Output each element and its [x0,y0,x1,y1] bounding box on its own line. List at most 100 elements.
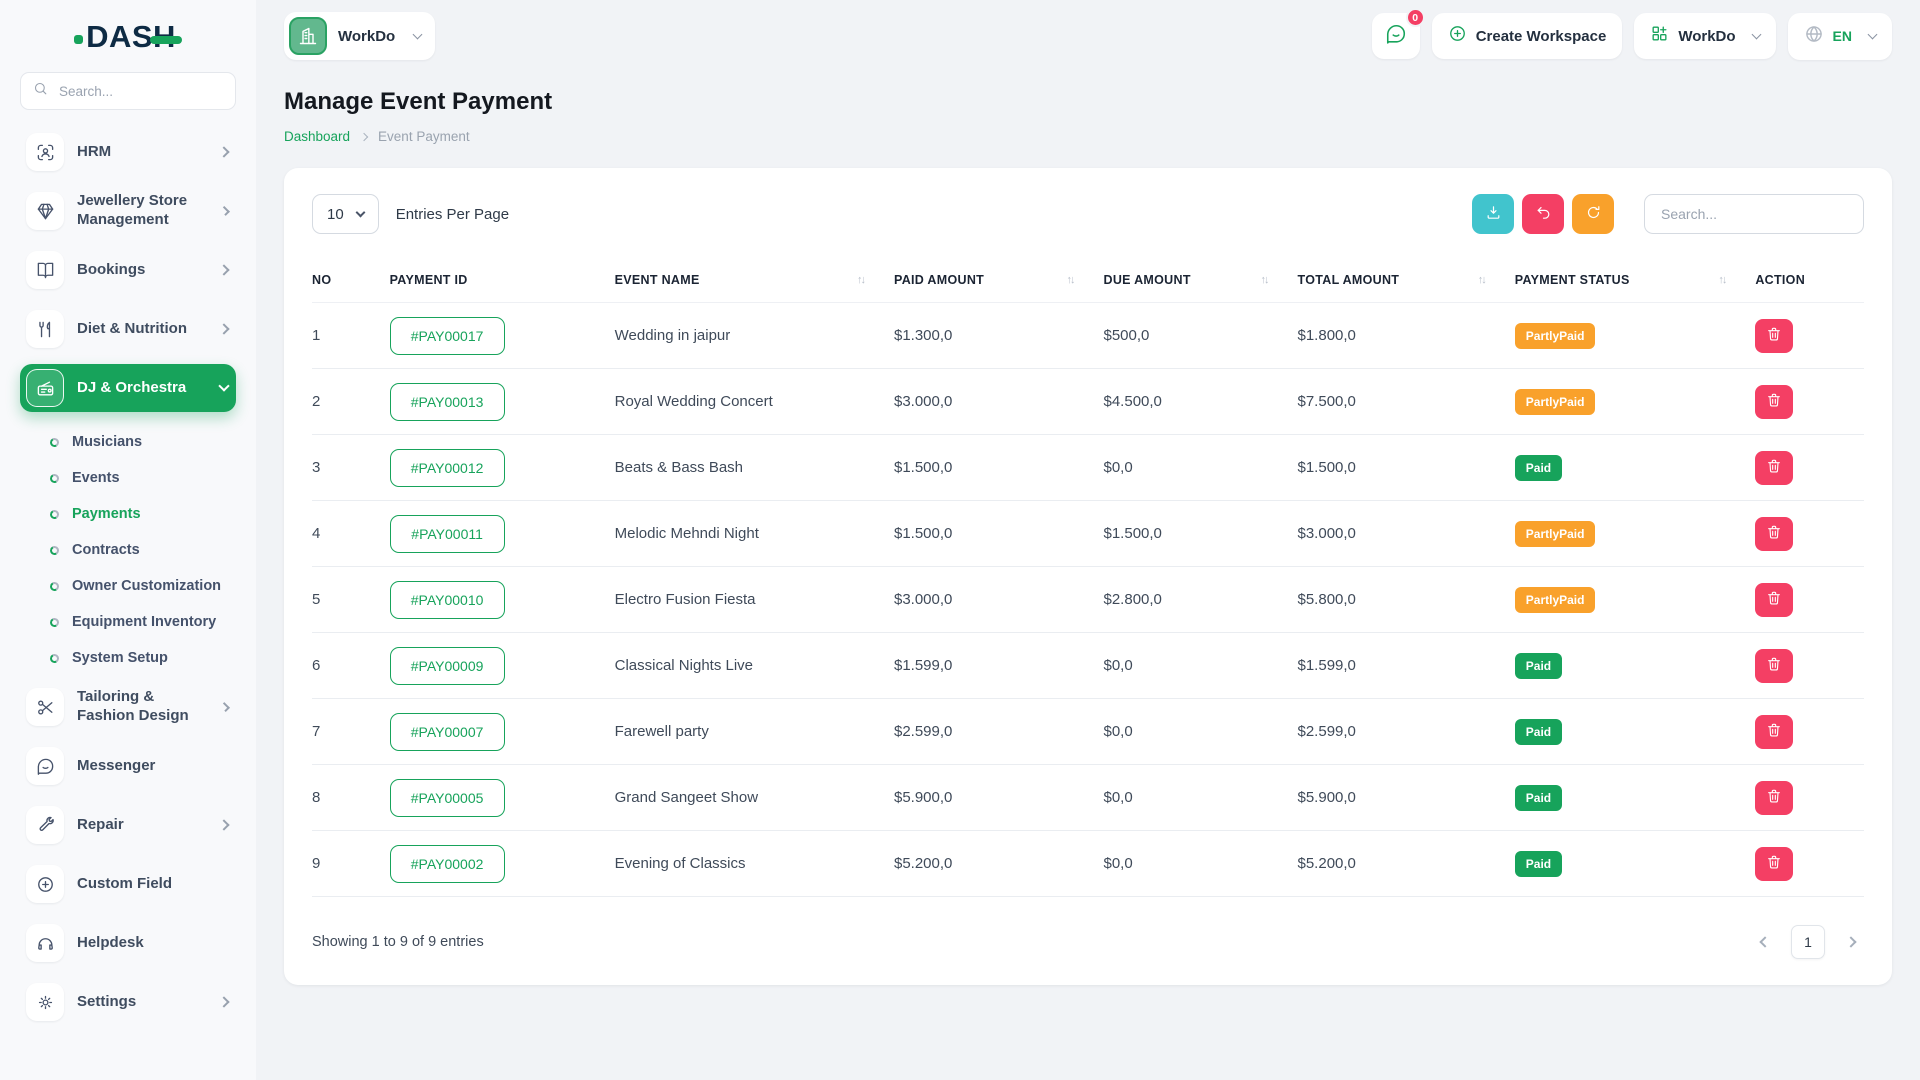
cell-no: 9 [312,831,390,897]
sidebar-item-settings[interactable]: Settings [20,978,236,1026]
trash-icon [1766,524,1782,543]
sort-icon[interactable]: ↑↓ [1067,274,1074,286]
next-page-button[interactable] [1838,927,1864,957]
sidebar-subitem-system-setup[interactable]: System Setup [44,640,236,676]
payment-id-badge[interactable]: #PAY00009 [390,647,505,685]
sidebar-item-dj-orchestra[interactable]: DJ & Orchestra [20,364,236,412]
sidebar-item-helpdesk[interactable]: Helpdesk [20,919,236,967]
messages-button[interactable]: 0 [1372,13,1420,59]
create-workspace-button[interactable]: Create Workspace [1432,13,1623,59]
sidebar-item-messenger[interactable]: Messenger [20,742,236,790]
cutlery-icon [26,310,64,348]
sort-icon[interactable]: ↑↓ [857,274,864,286]
cell-paid-amount: $1.500,0 [894,435,1104,501]
language-selector[interactable]: EN [1788,13,1892,60]
payment-id-badge[interactable]: #PAY00010 [390,581,505,619]
sidebar-subitem-musicians[interactable]: Musicians [44,424,236,460]
entries-per-page-select[interactable]: 10 [312,194,379,234]
sidebar-item-repair[interactable]: Repair [20,801,236,849]
payment-id-badge[interactable]: #PAY00017 [390,317,505,355]
grid-plus-icon [1650,24,1669,48]
trash-icon [1766,656,1782,675]
payment-id-badge[interactable]: #PAY00007 [390,713,505,751]
main-area: WorkDo 0 Create Workspace WorkDo EN [256,0,1920,1080]
breadcrumb-dashboard-link[interactable]: Dashboard [284,129,350,144]
payment-id-badge[interactable]: #PAY00013 [390,383,505,421]
cell-paid-amount: $5.200,0 [894,831,1104,897]
delete-button[interactable] [1755,319,1793,353]
column-header-event-name[interactable]: EVENT NAME↑↓ [615,258,894,303]
sidebar-subitem-owner-customization[interactable]: Owner Customization [44,568,236,604]
sidebar-item-hrm[interactable]: HRM [20,128,236,176]
payment-id-badge[interactable]: #PAY00005 [390,779,505,817]
table-row: 1#PAY00017Wedding in jaipur$1.300,0$500,… [312,303,1864,369]
cell-paid-amount: $2.599,0 [894,699,1104,765]
circle-icon [49,436,60,447]
cell-event-name: Electro Fusion Fiesta [615,567,894,633]
sidebar-subitem-events[interactable]: Events [44,460,236,496]
column-header-paid-amount[interactable]: PAID AMOUNT↑↓ [894,258,1104,303]
cell-no: 3 [312,435,390,501]
delete-button[interactable] [1755,385,1793,419]
payments-table: NOPAYMENT IDEVENT NAME↑↓PAID AMOUNT↑↓DUE… [312,258,1864,897]
sidebar-item-custom-field[interactable]: Custom Field [20,860,236,908]
sort-icon[interactable]: ↑↓ [1478,274,1485,286]
delete-button[interactable] [1755,847,1793,881]
sort-icon[interactable]: ↑↓ [1718,274,1725,286]
hrm-icon [26,133,64,171]
delete-button[interactable] [1755,583,1793,617]
workspace-switcher-button[interactable]: WorkDo [1634,13,1775,59]
sidebar-item-jewellery-store-management[interactable]: Jewellery Store Management [20,187,236,235]
delete-button[interactable] [1755,715,1793,749]
cell-due-amount: $2.800,0 [1104,567,1298,633]
language-code: EN [1833,28,1852,44]
table-search-input[interactable] [1659,205,1849,223]
pagination: 1 [1752,925,1864,959]
export-button[interactable] [1472,194,1514,234]
page-number-button[interactable]: 1 [1791,925,1825,959]
sidebar-item-tailoring-fashion-design[interactable]: Tailoring & Fashion Design [20,683,236,731]
payment-id-badge[interactable]: #PAY00002 [390,845,505,883]
chat-icon [1385,23,1407,50]
column-header-payment-status[interactable]: PAYMENT STATUS↑↓ [1515,258,1756,303]
cell-due-amount: $0,0 [1104,831,1298,897]
sidebar-item-diet-nutrition[interactable]: Diet & Nutrition [20,305,236,353]
chevron-down-icon [1868,29,1878,39]
table-footer: Showing 1 to 9 of 9 entries 1 [312,925,1864,959]
column-header-due-amount[interactable]: DUE AMOUNT↑↓ [1104,258,1298,303]
current-workspace-button[interactable]: WorkDo [284,12,435,60]
sidebar-search [20,72,236,110]
cell-paid-amount: $1.599,0 [894,633,1104,699]
sidebar-subitem-payments[interactable]: Payments [44,496,236,532]
delete-button[interactable] [1755,649,1793,683]
previous-page-button[interactable] [1752,927,1778,957]
trash-icon [1766,458,1782,477]
payment-status-badge: PartlyPaid [1515,587,1596,613]
delete-button[interactable] [1755,781,1793,815]
sidebar-subitem-equipment-inventory[interactable]: Equipment Inventory [44,604,236,640]
delete-button[interactable] [1755,517,1793,551]
sort-icon[interactable]: ↑↓ [1261,274,1268,286]
column-header-total-amount[interactable]: TOTAL AMOUNT↑↓ [1298,258,1515,303]
page-title: Manage Event Payment [284,88,1892,116]
chevron-right-icon [360,132,368,140]
sidebar-search-input[interactable] [57,83,238,100]
refresh-button[interactable] [1572,194,1614,234]
chevron-right-icon [220,206,230,216]
cell-event-name: Classical Nights Live [615,633,894,699]
sidebar-item-bookings[interactable]: Bookings [20,246,236,294]
payment-id-badge[interactable]: #PAY00012 [390,449,505,487]
cell-total-amount: $5.800,0 [1298,567,1515,633]
breadcrumb: Dashboard Event Payment [284,129,1892,144]
reset-button[interactable] [1522,194,1564,234]
table-header-row: NOPAYMENT IDEVENT NAME↑↓PAID AMOUNT↑↓DUE… [312,258,1864,303]
trash-icon [1766,722,1782,741]
book-icon [26,251,64,289]
chevron-right-icon [218,819,229,830]
trash-icon [1766,788,1782,807]
trash-icon [1766,854,1782,873]
payment-id-badge[interactable]: #PAY00011 [390,515,505,553]
entries-per-page-label: Entries Per Page [396,206,509,223]
sidebar-subitem-contracts[interactable]: Contracts [44,532,236,568]
delete-button[interactable] [1755,451,1793,485]
